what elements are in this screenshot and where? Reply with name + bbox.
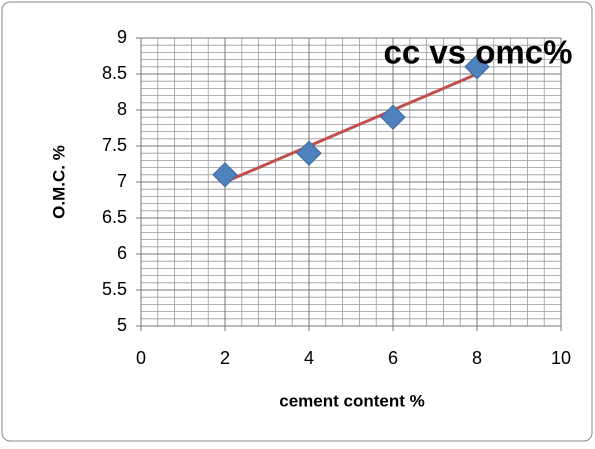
x-tick-label: 2 — [220, 348, 230, 368]
marker — [380, 104, 406, 130]
x-tick-label: 6 — [388, 348, 398, 368]
y-tick-label: 8.5 — [102, 63, 127, 83]
marker — [296, 140, 322, 166]
x-tick-label: 0 — [136, 348, 146, 368]
x-tick-label: 8 — [472, 348, 482, 368]
y-tick-label: 8 — [117, 99, 127, 119]
y-tick-label: 7 — [117, 171, 127, 191]
y-tick-label: 6.5 — [102, 207, 127, 227]
marker — [464, 54, 490, 80]
y-axis-label: O.M.C. % — [49, 145, 68, 219]
x-tick-label: 4 — [304, 348, 314, 368]
y-tick-label: 9 — [117, 27, 127, 47]
chart-title: cc vs omc% — [384, 34, 573, 71]
chart-border — [1, 1, 593, 442]
marker — [212, 162, 238, 188]
y-tick-label: 5.5 — [102, 279, 127, 299]
trendline — [224, 72, 478, 184]
y-tick-label: 7.5 — [102, 135, 127, 155]
x-tick-label: 10 — [551, 348, 571, 368]
x-axis-label: cement content % — [279, 391, 424, 410]
y-tick-label: 5 — [117, 315, 127, 335]
y-tick-label: 6 — [117, 243, 127, 263]
